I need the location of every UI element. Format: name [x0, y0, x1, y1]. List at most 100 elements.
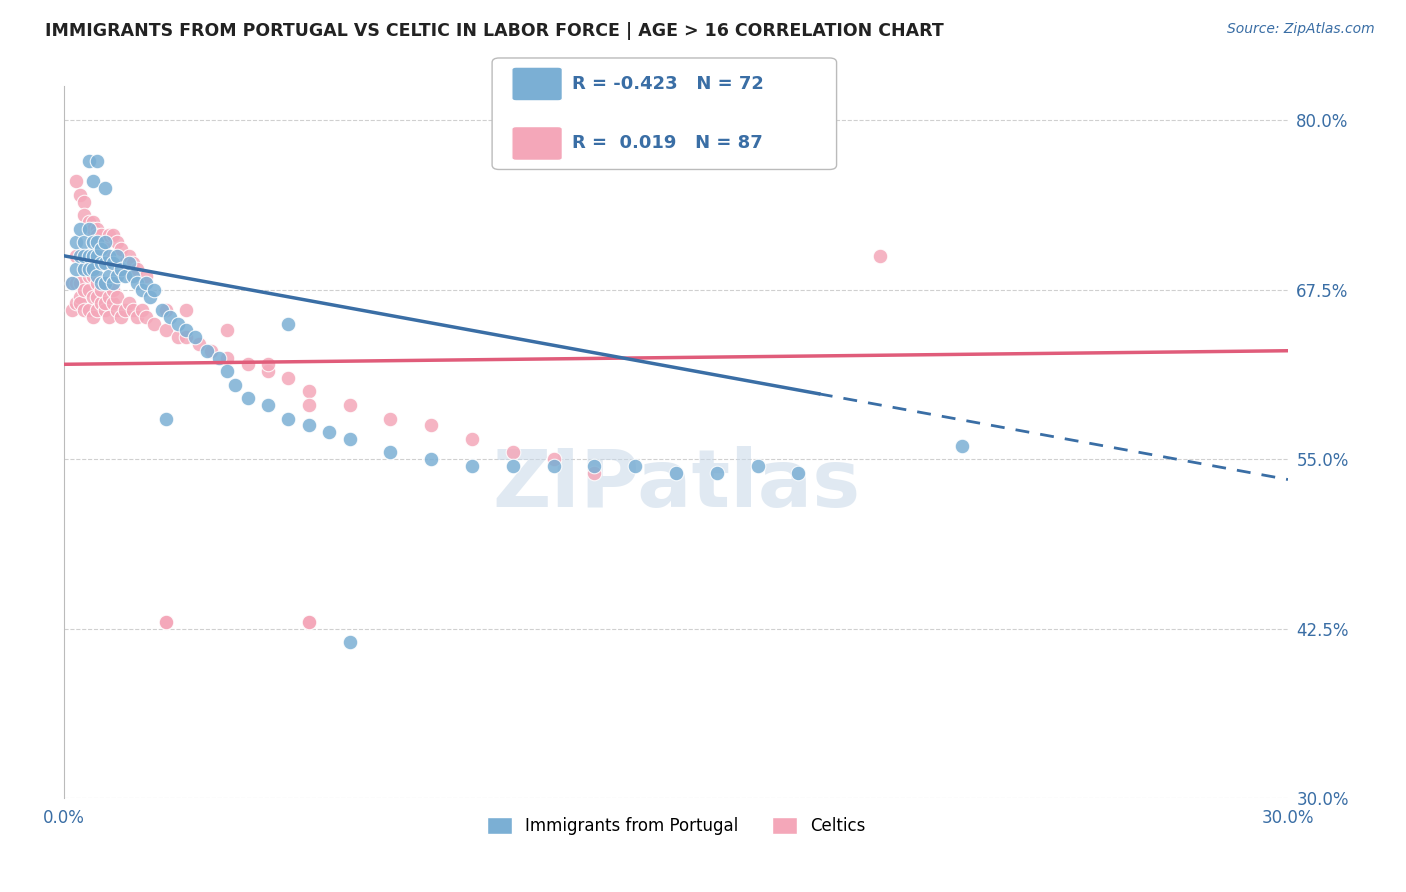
- Point: [257, 364, 280, 378]
- Point: [176, 303, 198, 318]
- Point: [82, 235, 104, 250]
- Point: [339, 635, 361, 649]
- Point: [82, 215, 104, 229]
- Point: [176, 323, 198, 337]
- Point: [94, 249, 117, 263]
- Point: [82, 269, 104, 284]
- Point: [236, 391, 259, 405]
- Point: [73, 283, 96, 297]
- Point: [155, 323, 177, 337]
- Point: [127, 262, 149, 277]
- Point: [101, 255, 124, 269]
- Point: [101, 283, 124, 297]
- Point: [624, 458, 647, 473]
- Point: [86, 228, 108, 243]
- Point: [183, 330, 205, 344]
- Point: [69, 276, 91, 290]
- Point: [200, 343, 222, 358]
- Point: [65, 262, 87, 277]
- Point: [142, 283, 165, 297]
- Legend: Immigrants from Portugal, Celtics: Immigrants from Portugal, Celtics: [478, 808, 873, 843]
- Point: [135, 276, 157, 290]
- Point: [77, 303, 100, 318]
- Point: [73, 262, 96, 277]
- Point: [105, 303, 128, 318]
- Point: [118, 255, 141, 269]
- Point: [217, 323, 239, 337]
- Point: [236, 357, 259, 371]
- Point: [138, 289, 160, 303]
- Point: [298, 615, 321, 629]
- Point: [65, 296, 87, 310]
- Point: [869, 249, 891, 263]
- Point: [101, 276, 124, 290]
- Point: [77, 221, 100, 235]
- Point: [127, 276, 149, 290]
- Point: [380, 411, 402, 425]
- Point: [950, 439, 973, 453]
- Point: [97, 269, 120, 284]
- Point: [176, 330, 198, 344]
- Text: IMMIGRANTS FROM PORTUGAL VS CELTIC IN LABOR FORCE | AGE > 16 CORRELATION CHART: IMMIGRANTS FROM PORTUGAL VS CELTIC IN LA…: [45, 22, 943, 40]
- Point: [543, 458, 565, 473]
- Point: [60, 276, 83, 290]
- Point: [118, 296, 141, 310]
- Point: [142, 317, 165, 331]
- Point: [73, 249, 96, 263]
- Point: [77, 249, 100, 263]
- Point: [135, 310, 157, 324]
- Point: [583, 466, 606, 480]
- Point: [217, 351, 239, 365]
- Point: [82, 249, 104, 263]
- Point: [380, 445, 402, 459]
- Point: [339, 398, 361, 412]
- Point: [82, 262, 104, 277]
- Point: [101, 228, 124, 243]
- Point: [65, 249, 87, 263]
- Point: [257, 357, 280, 371]
- Point: [155, 303, 177, 318]
- Point: [73, 235, 96, 250]
- Point: [97, 249, 120, 263]
- Point: [86, 289, 108, 303]
- Point: [65, 235, 87, 250]
- Point: [101, 296, 124, 310]
- Point: [155, 411, 177, 425]
- Point: [86, 221, 108, 235]
- Point: [257, 398, 280, 412]
- Point: [195, 343, 218, 358]
- Point: [77, 153, 100, 168]
- Point: [97, 310, 120, 324]
- Point: [97, 289, 120, 303]
- Point: [298, 398, 321, 412]
- Point: [277, 371, 299, 385]
- Point: [69, 289, 91, 303]
- Point: [60, 303, 83, 318]
- Point: [69, 221, 91, 235]
- Point: [73, 194, 96, 209]
- Point: [127, 310, 149, 324]
- Point: [69, 249, 91, 263]
- Point: [110, 310, 132, 324]
- Point: [86, 303, 108, 318]
- Point: [86, 153, 108, 168]
- Point: [298, 418, 321, 433]
- Point: [543, 452, 565, 467]
- Point: [159, 310, 181, 324]
- Point: [90, 296, 112, 310]
- Point: [277, 411, 299, 425]
- Point: [461, 458, 484, 473]
- Point: [97, 228, 120, 243]
- Point: [73, 262, 96, 277]
- Point: [82, 289, 104, 303]
- Point: [105, 269, 128, 284]
- Point: [69, 187, 91, 202]
- Point: [86, 249, 108, 263]
- Point: [86, 235, 108, 250]
- Point: [90, 276, 112, 290]
- Point: [224, 377, 246, 392]
- Point: [187, 337, 209, 351]
- Point: [150, 303, 173, 318]
- Point: [420, 452, 443, 467]
- Text: ZIPatlas: ZIPatlas: [492, 446, 860, 524]
